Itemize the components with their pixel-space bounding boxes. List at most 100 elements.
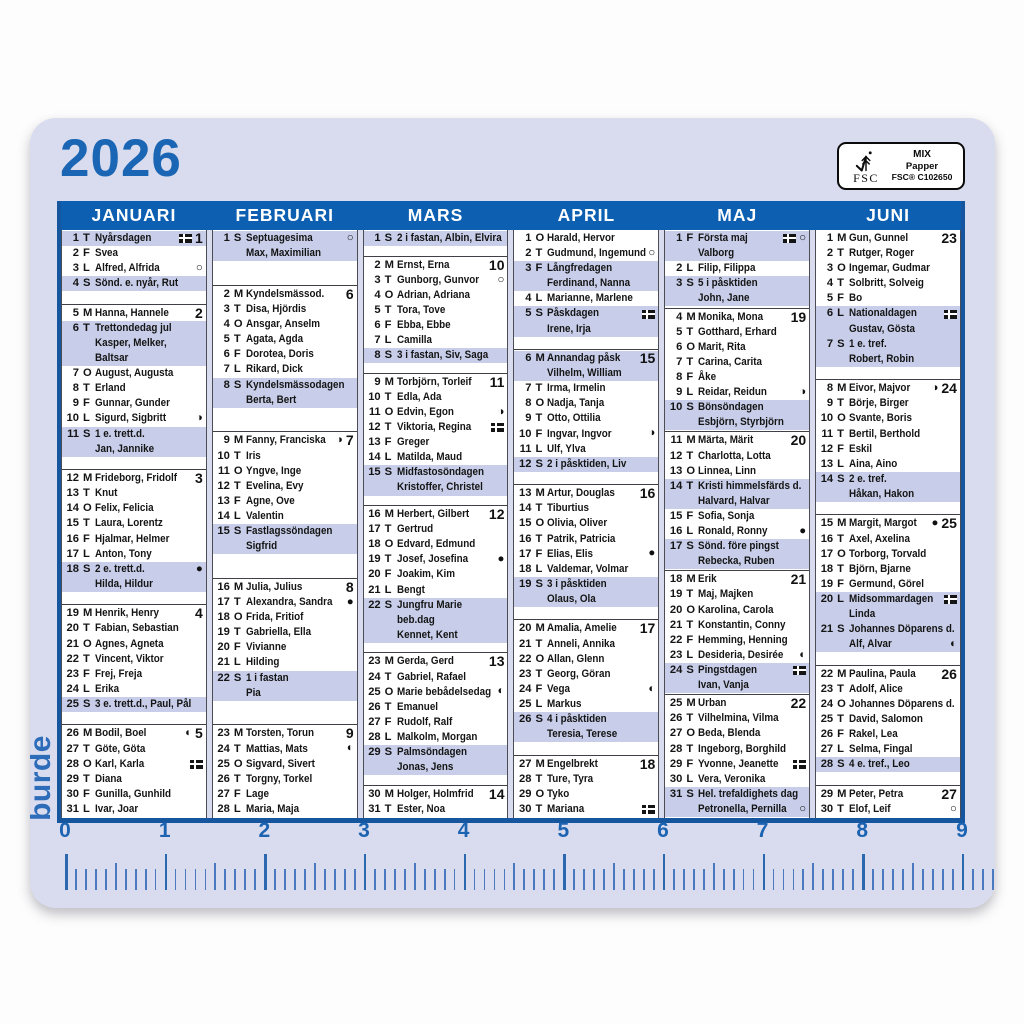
name-day-text: Nadja, Tanja	[547, 397, 605, 410]
day-line-cont: Pia	[213, 686, 357, 701]
day-symbols: ◑	[648, 428, 655, 440]
weekday-letter: S	[837, 623, 845, 636]
day-number: 5	[525, 307, 532, 320]
day-row: 26 S 4 i påsktiden Teresia, Terese	[514, 711, 659, 743]
day-line-cont: Baltsar	[62, 351, 206, 366]
day-line: 22 S 1 i fastan	[213, 671, 357, 686]
day-number: 4	[223, 318, 230, 331]
weekday-letter: M	[233, 287, 244, 300]
day-row: 7 O August, Augusta	[62, 366, 206, 381]
day-line: 30 T Mariana	[514, 802, 658, 817]
weekday-letter: S	[384, 232, 393, 244]
weekday-letter: F	[233, 494, 241, 507]
name-day-text: Maj, Majken	[698, 588, 754, 601]
day-row: 29 T Diana	[62, 772, 206, 787]
name-day-text: Påskdagen	[547, 307, 600, 320]
name-day-text: Gotthard, Erhard	[698, 325, 778, 338]
moon-phase-icon: ○	[950, 802, 957, 815]
day-line: 16 L Ronald, Ronny ●	[665, 524, 809, 539]
weekday-letter: T	[535, 502, 543, 515]
day-line: 21 T Anneli, Annika	[514, 637, 658, 652]
weekday-letter: T	[686, 712, 694, 725]
day-line: 20 M Amalia, Amelie 17	[514, 621, 658, 636]
day-row: 2 M Kyndelsmässod. 6	[213, 286, 357, 302]
week-number: 8	[345, 578, 354, 595]
day-number: 28	[519, 772, 532, 785]
day-line-cont: Sigfrid	[213, 539, 357, 554]
moon-phase-icon: ◑	[195, 412, 203, 425]
day-number: 1	[223, 232, 230, 244]
day-row: 14 T Kristi himmelsfärds d. Halvard, Halvar	[665, 478, 810, 509]
name-day-text: 2 e. tref.	[849, 472, 887, 485]
ruler-tick	[892, 869, 894, 890]
day-line: 23 M Torsten, Torun 9	[213, 726, 357, 741]
day-line: 18 M Erik 21	[665, 572, 809, 587]
name-day-text: Max, Maximilian	[245, 247, 321, 260]
day-row: 4 M Monika, Mona 19	[665, 309, 809, 325]
weekday-letter: T	[233, 596, 241, 609]
day-row: 24 T Gabriel, Rafael	[364, 670, 508, 685]
name-day-text: Matilda, Maud	[396, 451, 462, 464]
name-day-text: Linda	[849, 608, 876, 620]
day-symbols: ◐ 5	[185, 726, 203, 741]
weekday-letter: O	[535, 232, 545, 244]
weekday-letter: O	[233, 757, 243, 770]
day-row: 4 O Ansgar, Anselm	[213, 317, 357, 332]
day-row: 25 L Markus	[514, 697, 658, 712]
day-symbols: 9	[346, 726, 354, 741]
week-number: 2	[195, 304, 203, 321]
name-day-text: Marit, Rita	[698, 340, 746, 353]
weekday-letter: F	[686, 509, 694, 522]
name-day-text: Vivianne	[245, 641, 287, 654]
name-day-text: Torsten, Torun	[245, 727, 314, 740]
day-line: 27 F Rudolf, Ralf	[364, 715, 508, 730]
ruler-tick	[942, 869, 944, 890]
name-day-text: Halvard, Halvar	[698, 494, 771, 507]
weekday-letter: O	[837, 547, 846, 560]
day-row: 13 F Agne, Ove	[213, 494, 357, 509]
day-row: 12 T Charlotta, Lotta	[665, 449, 809, 464]
day-line: 23 T Georg, Göran	[514, 667, 658, 682]
day-line: 15 O Olivia, Oliver	[514, 516, 658, 531]
day-line-cont: Max, Maximilian	[213, 246, 357, 261]
day-row: 18 O Edvard, Edmund	[364, 537, 508, 552]
name-day-text: Pingstdagen	[698, 663, 758, 676]
day-line: 29 T Diana	[62, 772, 206, 787]
day-row: 22 M Paulina, Paula 26	[816, 666, 960, 682]
day-line: 2 T Gudmund, Ingemund ○	[514, 246, 658, 261]
moon-phase-icon: ◐	[799, 648, 807, 661]
name-day-text: Solbritt, Solveig	[849, 277, 925, 290]
weekday-letter: L	[384, 730, 392, 743]
day-number: 5	[826, 292, 834, 305]
name-day-text: Esbjörn, Styrbjörn	[698, 416, 785, 429]
name-day-text: Gunilla, Gunhild	[95, 787, 172, 800]
day-symbols: ●	[648, 548, 655, 560]
moon-phase-icon: ○	[648, 246, 656, 259]
weekday-letter: T	[83, 742, 90, 755]
ruler-tick	[334, 869, 336, 890]
day-number: 24	[519, 682, 532, 695]
ruler-tick	[363, 854, 367, 890]
day-symbols: ◐	[347, 743, 354, 755]
day-number: 23	[519, 667, 532, 680]
day-number: 28	[217, 802, 230, 815]
day-line: 2 F Svea	[62, 246, 206, 261]
ruler-tick	[922, 869, 924, 890]
day-line: 2 L Filip, Filippa	[665, 261, 809, 276]
name-day-text: Erik	[698, 573, 717, 586]
name-day-text: Göte, Göta	[95, 742, 146, 755]
name-day-text: Ferdinand, Nanna	[547, 277, 631, 290]
weekday-letter: M	[233, 434, 244, 447]
day-number: 17	[669, 540, 683, 553]
day-symbols: ○	[498, 274, 505, 287]
day-number: 21	[669, 618, 683, 631]
ruler-tick	[413, 863, 416, 890]
day-number: 12	[820, 442, 834, 455]
day-number: 31	[669, 787, 683, 800]
name-day-text: Camilla	[396, 334, 432, 347]
ruler-tick	[652, 869, 655, 890]
name-day-text: Marianne, Marlene	[547, 292, 634, 305]
